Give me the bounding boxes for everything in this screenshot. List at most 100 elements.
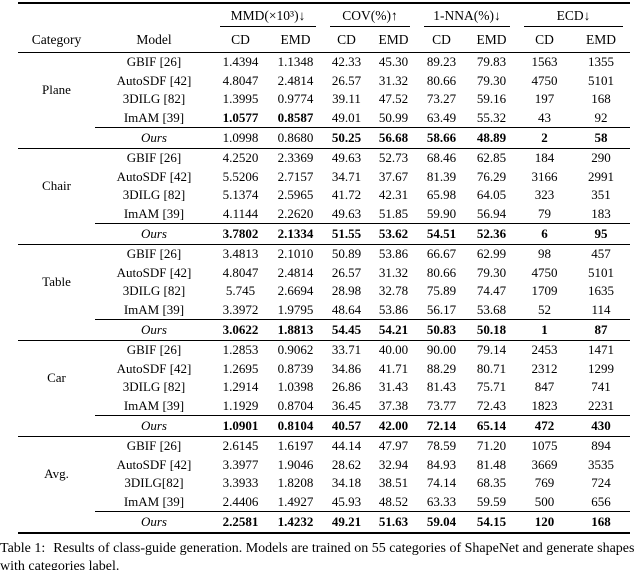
value-cell: 45.93 bbox=[331, 493, 362, 509]
value-cell: 5101 bbox=[588, 72, 615, 88]
col-header-category: Category bbox=[18, 27, 95, 53]
value-cell: 71.20 bbox=[476, 438, 507, 453]
ours-value-cell: 52.36 bbox=[466, 223, 518, 245]
value-cell: 1.2853 bbox=[222, 342, 259, 357]
value-cell: 184 bbox=[534, 150, 555, 165]
value-cell: 168 bbox=[591, 91, 611, 106]
model-cell: 3DILG [82] bbox=[122, 187, 186, 202]
value-cell: 72.43 bbox=[476, 397, 507, 413]
ours-value-cell: 2.1334 bbox=[268, 223, 324, 245]
value-cell: 1.6197 bbox=[277, 438, 314, 453]
value-cell: 28.98 bbox=[331, 283, 362, 298]
model-row: AutoSDF [42] 3.3977 1.9046 28.62 32.94 84.93 8… bbox=[18, 456, 630, 475]
value-cell: 73.77 bbox=[426, 397, 457, 413]
section-avg: Avg. GBIF [26] 2.6145 1.6197 44.14 47.97 78.59… bbox=[18, 437, 631, 534]
value-cell: 1.8208 bbox=[277, 475, 314, 490]
col-header-mmd-cd: CD bbox=[213, 27, 268, 53]
ours-row: Ours 3.7802 2.1334 51.55 53.62 54.51 52.36 6 95 bbox=[18, 223, 631, 245]
col-header-cov-cd: CD bbox=[323, 27, 371, 53]
value-cell: 53.68 bbox=[476, 301, 507, 317]
value-cell: 55.32 bbox=[476, 109, 507, 125]
value-cell: 90.00 bbox=[426, 342, 457, 357]
value-cell: 0.9062 bbox=[277, 342, 314, 357]
category-spacer bbox=[18, 127, 95, 149]
ours-value-cell: 430 bbox=[572, 415, 631, 437]
value-cell: 40.00 bbox=[378, 342, 409, 357]
results-table: MMD(×10³)↓ COV(%)↑ 1-NNA(%)↓ ECD↓ Catego… bbox=[18, 2, 631, 534]
model-row: AutoSDF [42] 5.5206 2.7157 34.71 37.67 81.39 7… bbox=[18, 168, 630, 187]
model-cell: ImAM [39] bbox=[123, 205, 185, 221]
col-group-cov: COV(%)↑ bbox=[323, 2, 418, 27]
value-cell: 5.745 bbox=[225, 283, 256, 298]
value-cell: 197 bbox=[534, 91, 555, 106]
ours-label: Ours bbox=[95, 223, 213, 245]
value-cell: 63.49 bbox=[426, 109, 457, 125]
col-group-cov-label: COV(%)↑ bbox=[342, 8, 398, 23]
category-spacer bbox=[18, 415, 95, 437]
model-cell: GBIF [26] bbox=[126, 246, 182, 261]
value-cell: 1.9795 bbox=[277, 301, 314, 317]
value-cell: 38.51 bbox=[378, 475, 409, 490]
section-car: Car GBIF [26] 1.2853 0.9062 33.71 40.00 90.00 7… bbox=[18, 341, 631, 437]
model-row: AutoSDF [42] 4.8047 2.4814 26.57 31.32 80.66 7… bbox=[18, 72, 630, 91]
value-cell: 2.2620 bbox=[277, 205, 314, 221]
model-cell: ImAM [39] bbox=[123, 397, 185, 413]
value-cell: 0.9774 bbox=[277, 91, 314, 106]
value-cell: 0.8587 bbox=[277, 109, 314, 125]
model-row: AutoSDF [42] 4.8047 2.4814 26.57 31.32 80.66 7… bbox=[18, 264, 630, 283]
value-cell: 98 bbox=[538, 246, 552, 261]
value-cell: 457 bbox=[591, 246, 611, 261]
value-cell: 894 bbox=[591, 438, 611, 453]
value-cell: 2991 bbox=[588, 168, 615, 184]
value-cell: 1.4394 bbox=[222, 54, 259, 69]
value-cell: 1299 bbox=[588, 360, 615, 376]
value-cell: 1075 bbox=[531, 438, 558, 453]
value-cell: 1.0577 bbox=[222, 109, 259, 125]
value-cell: 3.4813 bbox=[222, 246, 259, 261]
ours-value-cell: 1.0901 bbox=[213, 415, 268, 437]
value-cell: 5.5206 bbox=[222, 168, 259, 184]
value-cell: 89.23 bbox=[426, 54, 457, 69]
col-group-ecd: ECD↓ bbox=[517, 2, 631, 27]
model-cell: AutoSDF [42] bbox=[116, 456, 192, 472]
table-caption: Table 1: Results of class-guide generatio… bbox=[0, 540, 640, 570]
model-row: ImAM [39] 4.1144 2.2620 49.63 51.85 59.90 56.9… bbox=[18, 205, 630, 224]
ours-value-cell: 42.00 bbox=[370, 415, 418, 437]
value-cell: 76.29 bbox=[476, 168, 507, 184]
ours-value-cell: 0.8104 bbox=[268, 415, 324, 437]
value-cell: 183 bbox=[591, 205, 611, 221]
value-cell: 4.8047 bbox=[222, 264, 259, 280]
value-cell: 75.89 bbox=[426, 283, 457, 298]
col-header-model: Model bbox=[95, 27, 213, 53]
value-cell: 4.8047 bbox=[222, 72, 259, 88]
model-cell: ImAM [39] bbox=[123, 109, 185, 125]
model-cell: 3DILG [82] bbox=[122, 379, 186, 394]
value-cell: 81.48 bbox=[476, 456, 507, 472]
col-header-1nna-emd: EMD bbox=[466, 27, 518, 53]
value-cell: 81.43 bbox=[426, 379, 457, 394]
value-cell: 42.31 bbox=[378, 187, 409, 202]
category-cell: Table bbox=[42, 274, 71, 289]
value-cell: 52 bbox=[538, 301, 552, 317]
value-cell: 74.14 bbox=[426, 475, 457, 490]
model-cell: 3DILG [82] bbox=[122, 91, 186, 106]
model-row: 3DILG [82] 1.3995 0.9774 39.11 47.52 73.27 59.… bbox=[18, 90, 630, 109]
section-chair: Chair GBIF [26] 4.2520 2.3369 49.63 52.73 68.4… bbox=[18, 149, 631, 245]
value-cell: 75.71 bbox=[476, 379, 507, 394]
value-cell: 79.14 bbox=[476, 342, 507, 357]
value-cell: 45.30 bbox=[378, 54, 409, 69]
col-group-1nna-label: 1-NNA(%)↓ bbox=[433, 8, 501, 23]
value-cell: 73.27 bbox=[426, 91, 457, 106]
value-cell: 79.30 bbox=[476, 264, 507, 280]
value-cell: 1.2695 bbox=[222, 360, 259, 376]
value-cell: 37.67 bbox=[378, 168, 409, 184]
ours-value-cell: 54.21 bbox=[370, 319, 418, 341]
value-cell: 4750 bbox=[531, 72, 558, 88]
value-cell: 114 bbox=[591, 301, 611, 317]
model-cell: AutoSDF [42] bbox=[116, 168, 192, 184]
ours-row: Ours 1.0901 0.8104 40.57 42.00 72.14 65.14 472 4… bbox=[18, 415, 631, 437]
value-cell: 39.11 bbox=[332, 91, 361, 106]
value-cell: 2.6694 bbox=[277, 283, 314, 298]
col-group-mmd-label: MMD(×10³)↓ bbox=[230, 8, 306, 23]
value-cell: 1.1929 bbox=[222, 397, 259, 413]
